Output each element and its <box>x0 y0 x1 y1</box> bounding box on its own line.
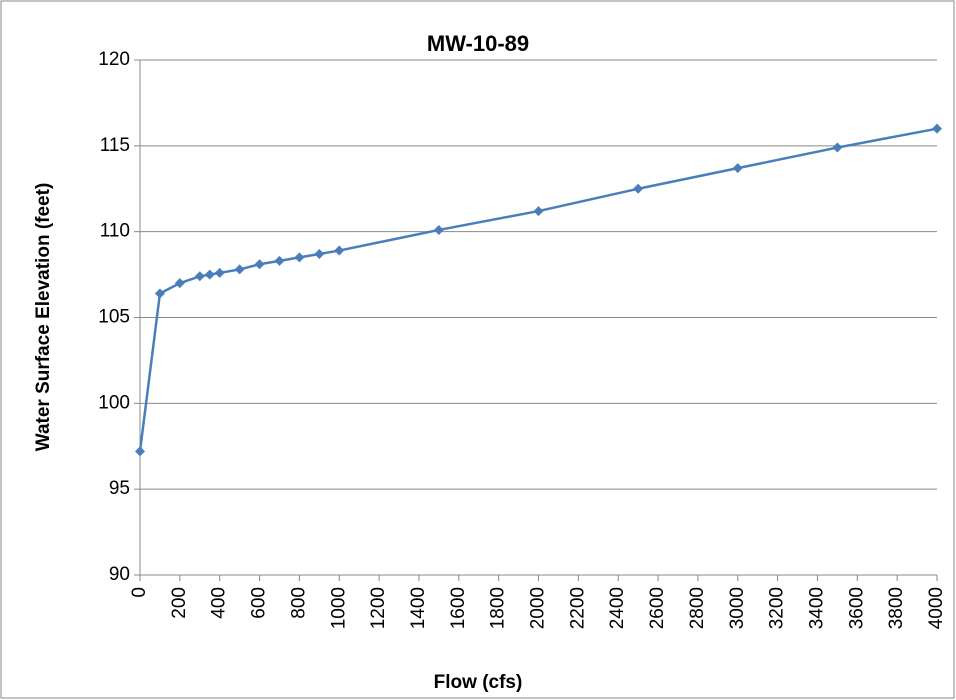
data-point <box>234 264 245 275</box>
data-point <box>294 252 305 263</box>
data-point <box>732 163 743 174</box>
chart-title: MW-10-89 <box>427 31 529 56</box>
data-point <box>254 259 265 270</box>
x-tick-label: 600 <box>249 587 270 619</box>
x-tick-label: 1000 <box>328 587 349 629</box>
data-point <box>533 206 544 217</box>
data-point <box>832 142 843 153</box>
data-point <box>174 278 185 289</box>
x-tick-label: 3400 <box>806 587 827 629</box>
x-tick-label: 2800 <box>687 587 708 629</box>
x-tick-label: 3000 <box>727 587 748 629</box>
x-tick-label: 2600 <box>647 587 668 629</box>
x-tick-label: 3600 <box>846 587 867 629</box>
x-tick-label: 4000 <box>926 587 947 629</box>
y-tick-label: 115 <box>100 135 130 156</box>
y-tick-label: 100 <box>98 392 130 413</box>
x-tick-label: 400 <box>209 587 230 619</box>
x-tick-label: 2400 <box>607 587 628 629</box>
x-tick-label: 800 <box>288 587 309 619</box>
data-point <box>135 446 145 457</box>
y-tick-label: 105 <box>98 307 130 328</box>
x-tick-label: 200 <box>169 587 190 619</box>
data-point <box>204 269 215 280</box>
x-tick-label: 0 <box>129 587 150 598</box>
x-tick-label: 1600 <box>448 587 469 629</box>
y-tick-label: 120 <box>98 49 130 70</box>
data-point <box>334 245 345 256</box>
data-point <box>194 271 205 282</box>
x-tick-label: 2200 <box>567 587 588 629</box>
data-point <box>314 248 325 259</box>
y-tick-label: 90 <box>109 564 130 585</box>
x-tick-label: 1800 <box>488 587 509 629</box>
data-point <box>154 288 165 299</box>
y-tick-label: 95 <box>109 478 130 499</box>
data-point <box>633 183 644 194</box>
x-tick-label: 1200 <box>368 587 389 629</box>
data-point <box>433 224 444 235</box>
x-tick-label: 3200 <box>767 587 788 629</box>
x-axis-label: Flow (cfs) <box>434 672 523 693</box>
x-tick-label: 1400 <box>408 587 429 629</box>
x-tick-label: 2000 <box>528 587 549 629</box>
y-tick-label: 110 <box>100 221 130 242</box>
y-axis-label: Water Surface Elevation (feet) <box>33 183 54 452</box>
data-point <box>214 267 225 278</box>
x-tick-label: 3800 <box>886 587 907 629</box>
data-point <box>932 123 942 134</box>
data-point <box>274 255 285 266</box>
